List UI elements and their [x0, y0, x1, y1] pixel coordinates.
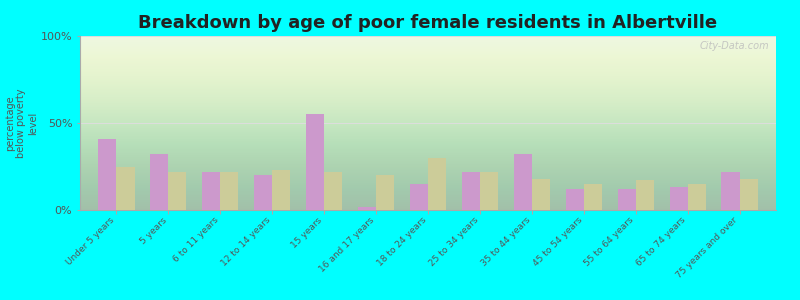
Text: City-Data.com: City-Data.com [699, 41, 769, 51]
Bar [150, 154, 168, 210]
Bar [722, 172, 740, 210]
Bar [168, 172, 186, 210]
Bar [254, 175, 272, 210]
Bar [116, 167, 134, 210]
Bar [566, 189, 584, 210]
Bar [324, 172, 342, 210]
Bar [410, 184, 428, 210]
Bar [514, 154, 532, 210]
Bar [358, 206, 376, 210]
Bar [272, 170, 290, 210]
Bar [688, 184, 706, 210]
Bar [618, 189, 636, 210]
Bar [376, 175, 394, 210]
Bar [636, 180, 654, 210]
Bar [306, 114, 324, 210]
Bar [480, 172, 498, 210]
Bar [740, 179, 758, 210]
Bar [220, 172, 238, 210]
Bar [670, 188, 688, 210]
Bar [428, 158, 446, 210]
Title: Breakdown by age of poor female residents in Albertville: Breakdown by age of poor female resident… [138, 14, 718, 32]
Bar [98, 139, 116, 210]
Bar [462, 172, 480, 210]
Y-axis label: percentage
below poverty
level: percentage below poverty level [5, 88, 38, 158]
Bar [532, 179, 550, 210]
Bar [202, 172, 220, 210]
Bar [584, 184, 602, 210]
